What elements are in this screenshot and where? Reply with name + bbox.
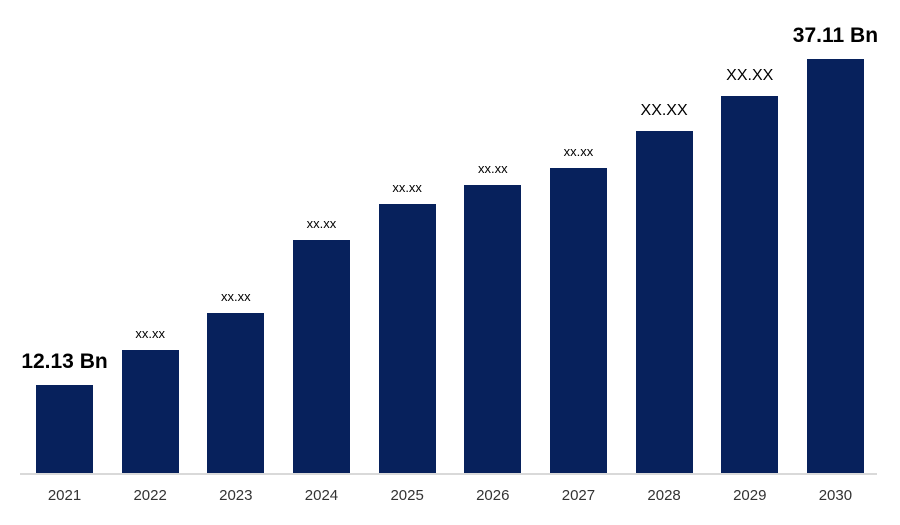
bar-value-label: XX.XX (640, 102, 688, 120)
x-tick-2021: 2021 (47, 487, 82, 504)
x-tick-2027: 2027 (561, 487, 596, 504)
bar-2022 (121, 350, 179, 474)
bar-value-label: xx.xx (563, 143, 594, 159)
x-tick-2025: 2025 (390, 487, 424, 504)
bar-value-label: 37.11 Bn (792, 23, 879, 47)
bar-group-2029: XX.XX (721, 67, 779, 474)
bar-value-label: xx.xx (221, 288, 251, 304)
bar-group-2027: xx.xx (549, 143, 607, 474)
bar-2027 (549, 168, 607, 474)
bar-value-label: xx.xx (477, 160, 508, 176)
bar-2028 (635, 131, 693, 474)
bar-2026 (464, 185, 522, 474)
bar-value-label: XX.XX (726, 67, 774, 85)
bar-group-2024: xx.xx (292, 215, 350, 474)
bar-group-2028: XX.XX (635, 102, 693, 474)
bar-value-label: xx.xx (392, 179, 422, 195)
x-tick-2030: 2030 (818, 487, 853, 504)
bar-value-label: xx.xx (135, 325, 165, 341)
bar-2021 (36, 385, 93, 474)
bar-2023 (207, 313, 265, 474)
bar-2025 (378, 204, 436, 474)
bar-group-2021: 12.13 Bn (21, 350, 108, 474)
x-axis-labels: 2021 2022 2023 2024 2025 2026 2027 2028 2029 2030 (36, 487, 864, 504)
bar-group-2030: 37.11 Bn (793, 24, 878, 474)
bar-value-label: 12.13 Bn (21, 349, 108, 373)
plot-area: 12.13 Bn xx.xx xx.xx xx.xx xx.xx xx.xx xx.xx XX… (21, 24, 878, 474)
bar-2029 (721, 96, 779, 474)
x-axis-line (20, 473, 877, 475)
bar-group-2023: xx.xx (207, 288, 265, 474)
bar-2024 (292, 240, 350, 474)
x-tick-2029: 2029 (733, 487, 767, 504)
x-tick-2022: 2022 (133, 487, 167, 504)
x-tick-2023: 2023 (219, 487, 253, 504)
bar-group-2026: xx.xx (464, 160, 522, 474)
x-tick-2024: 2024 (304, 487, 339, 504)
bar-value-label: xx.xx (306, 215, 337, 231)
bar-2030 (806, 59, 864, 474)
bar-group-2025: xx.xx (378, 179, 436, 474)
x-tick-2028: 2028 (647, 487, 681, 504)
x-tick-2026: 2026 (476, 487, 510, 504)
bar-group-2022: xx.xx (121, 325, 179, 474)
